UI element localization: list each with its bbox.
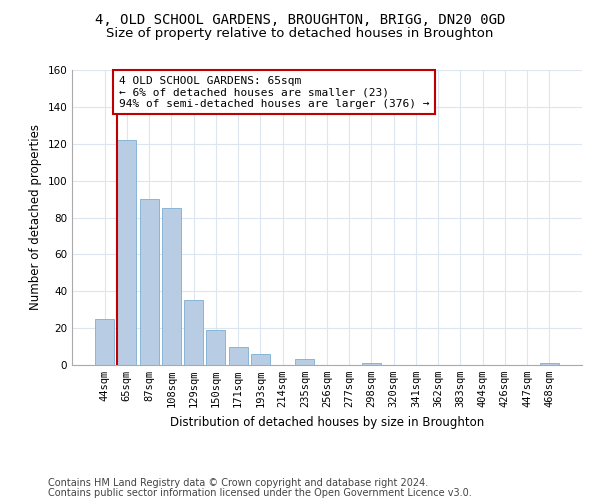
- Bar: [295, 360, 314, 365]
- Text: Size of property relative to detached houses in Broughton: Size of property relative to detached ho…: [106, 28, 494, 40]
- Bar: [362, 363, 381, 365]
- Bar: [229, 346, 248, 365]
- Bar: [162, 208, 181, 365]
- Bar: [251, 354, 270, 365]
- Text: Contains public sector information licensed under the Open Government Licence v3: Contains public sector information licen…: [48, 488, 472, 498]
- Bar: [184, 300, 203, 365]
- Bar: [540, 363, 559, 365]
- Bar: [140, 199, 158, 365]
- X-axis label: Distribution of detached houses by size in Broughton: Distribution of detached houses by size …: [170, 416, 484, 428]
- Bar: [206, 330, 225, 365]
- Bar: [118, 140, 136, 365]
- Text: Contains HM Land Registry data © Crown copyright and database right 2024.: Contains HM Land Registry data © Crown c…: [48, 478, 428, 488]
- Text: 4 OLD SCHOOL GARDENS: 65sqm
← 6% of detached houses are smaller (23)
94% of semi: 4 OLD SCHOOL GARDENS: 65sqm ← 6% of deta…: [119, 76, 429, 108]
- Y-axis label: Number of detached properties: Number of detached properties: [29, 124, 42, 310]
- Text: 4, OLD SCHOOL GARDENS, BROUGHTON, BRIGG, DN20 0GD: 4, OLD SCHOOL GARDENS, BROUGHTON, BRIGG,…: [95, 12, 505, 26]
- Bar: [95, 319, 114, 365]
